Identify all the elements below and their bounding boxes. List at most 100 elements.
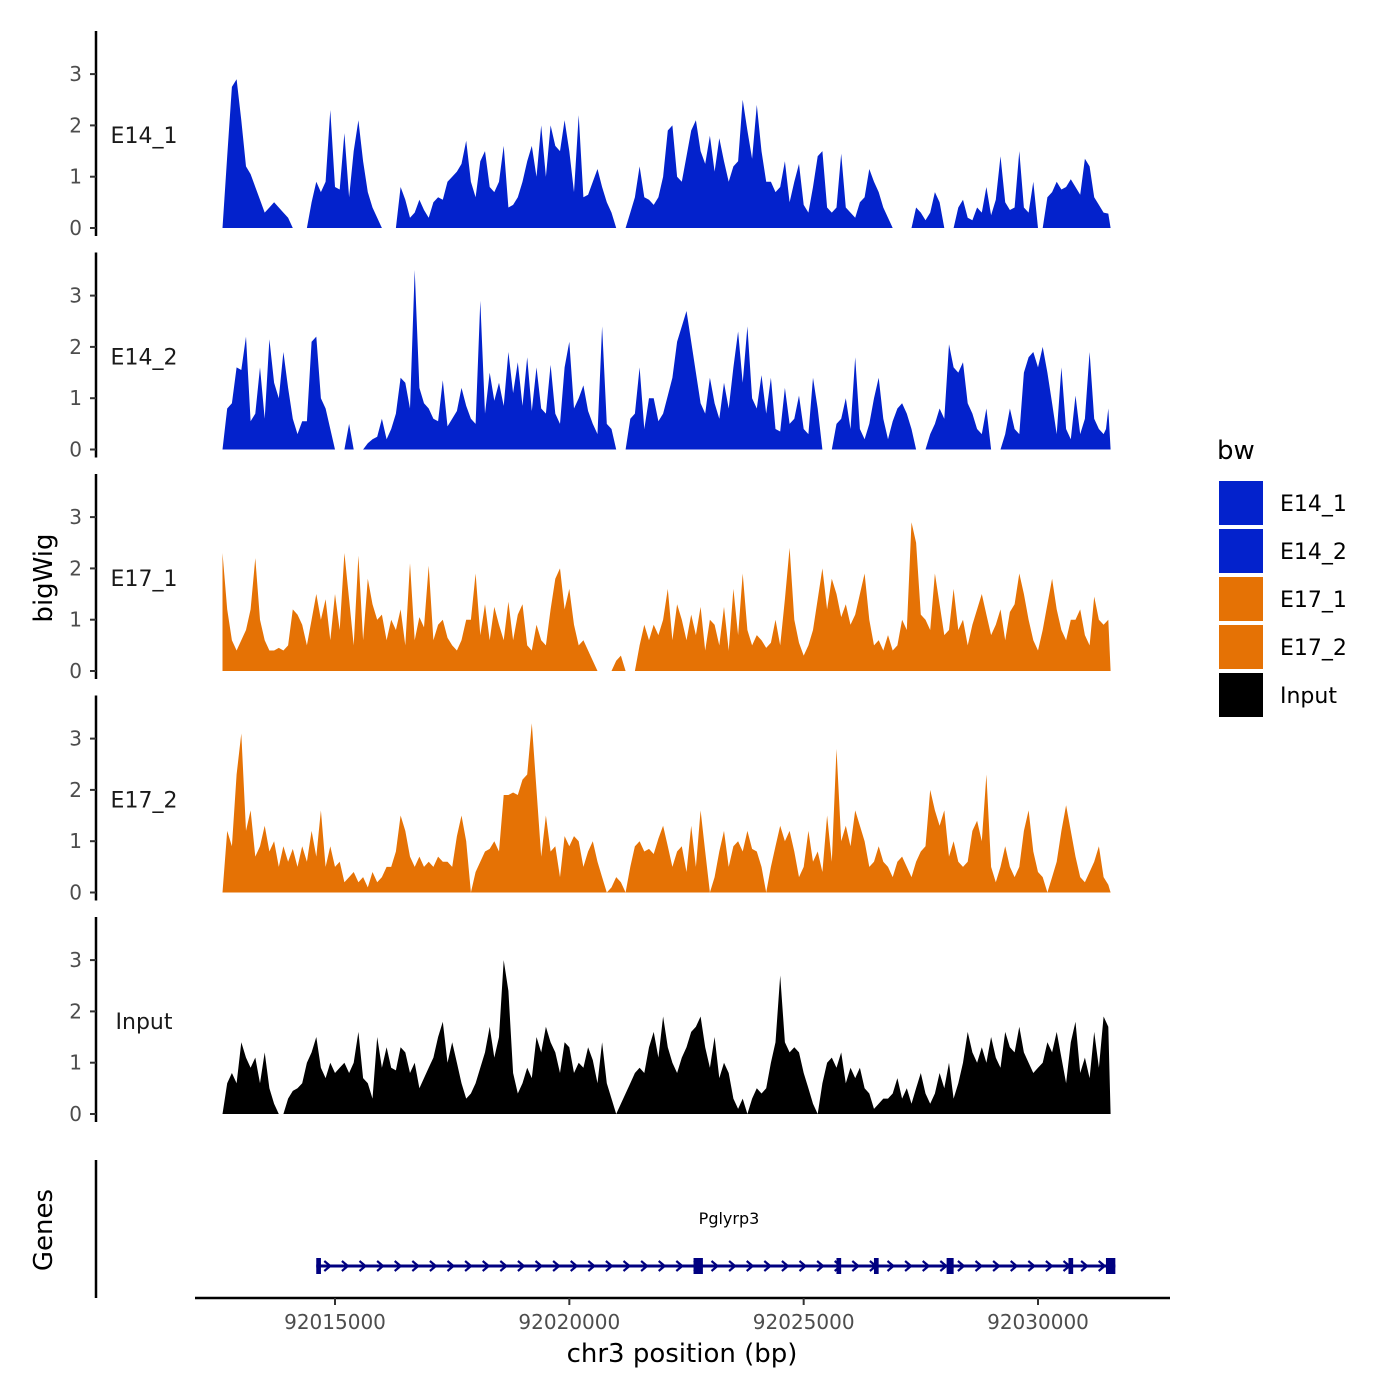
y-tick-label: 1: [69, 608, 82, 632]
gene-model: [316, 1258, 1116, 1274]
track-E14_1: 0 1 2 3 E14_1: [69, 31, 1111, 240]
y-tick-label: 0: [69, 1102, 82, 1126]
strand-arrow: [974, 1260, 984, 1272]
y-tick-label: 1: [69, 829, 82, 853]
legend-key-E17_1: [1219, 577, 1263, 621]
legend-key-E14_1: [1219, 481, 1263, 525]
strand-arrow: [605, 1260, 614, 1272]
strand-arrow: [957, 1260, 966, 1272]
genes-panel: Genes Pglyrp3: [29, 1160, 1116, 1298]
strand-arrow: [464, 1260, 473, 1272]
gene-exon: [1068, 1258, 1074, 1274]
legend-label-E17_1: E17_1: [1280, 588, 1347, 613]
gene-name-label: Pglyrp3: [699, 1209, 760, 1228]
strand-arrow: [411, 1260, 421, 1272]
y-tick-label: 0: [69, 438, 82, 462]
strand-arrow: [358, 1260, 368, 1272]
coverage-area-E17_2: [222, 723, 1111, 893]
strand-arrow: [763, 1260, 773, 1272]
strand-arrow: [446, 1260, 456, 1272]
strand-arrow: [517, 1260, 526, 1272]
strand-arrow: [992, 1260, 1001, 1272]
track-E17_2: 0 1 2 3 E17_2: [69, 695, 1111, 905]
coverage-area-Input: [222, 960, 1111, 1114]
gene-exon: [873, 1258, 879, 1274]
strand-arrow: [534, 1260, 544, 1272]
gene-exon: [316, 1258, 321, 1274]
strand-arrow: [657, 1260, 667, 1272]
strand-arrow: [499, 1260, 509, 1272]
y-tick-label: 1: [69, 386, 82, 410]
strand-arrow: [1009, 1260, 1019, 1272]
legend-label-E17_2: E17_2: [1280, 636, 1347, 661]
x-tick-label: 92030000: [987, 1310, 1089, 1334]
y-tick-label: 2: [69, 556, 82, 580]
legend-label-E14_1: E14_1: [1280, 492, 1347, 517]
strand-arrow: [376, 1260, 385, 1272]
strand-arrow: [921, 1260, 931, 1272]
strand-arrow: [710, 1260, 720, 1272]
strand-arrow: [481, 1260, 491, 1272]
y-tick-label: 2: [69, 778, 82, 802]
legend-label-Input: Input: [1280, 684, 1337, 709]
strand-arrow: [323, 1260, 333, 1272]
track-Input: 0 1 2 3 Input: [69, 917, 1111, 1126]
legend-label-E14_2: E14_2: [1280, 540, 1347, 565]
strand-arrow: [1080, 1260, 1089, 1272]
coverage-tracks: 0 1 2 3 E14_1 0 1 2 3 E14_2 0 1 2 3 E17_1 0 1 2 3 E17_2 0 1 2 3…: [69, 31, 1111, 1126]
y-tick-label: 3: [69, 62, 82, 86]
strand-arrow: [393, 1260, 403, 1272]
track-E17_1: 0 1 2 3 E17_1: [69, 474, 1111, 683]
strand-arrow: [781, 1260, 790, 1272]
strand-arrow: [1045, 1260, 1054, 1272]
x-tick-label: 92015000: [284, 1310, 386, 1334]
track-E14_2: 0 1 2 3 E14_2: [69, 252, 1111, 462]
strand-arrow: [728, 1260, 737, 1272]
strand-arrow: [587, 1260, 597, 1272]
strand-arrow: [1097, 1260, 1107, 1272]
y-tick-label: 2: [69, 335, 82, 359]
track-label-Input: Input: [116, 1010, 173, 1035]
track-label-E17_2: E17_2: [111, 789, 178, 814]
gene-exon: [946, 1258, 954, 1274]
legend-key-E17_2: [1219, 625, 1263, 669]
y-tick-label: 0: [69, 216, 82, 240]
strand-arrow: [1027, 1260, 1037, 1272]
y-tick-label: 1: [69, 1051, 82, 1075]
coverage-area-E17_1: [222, 522, 1111, 671]
x-tick-label: 92020000: [518, 1310, 620, 1334]
strand-arrow: [798, 1260, 808, 1272]
y-tick-label: 0: [69, 881, 82, 905]
strand-arrow: [429, 1260, 438, 1272]
gene-exon: [693, 1258, 703, 1274]
strand-arrow: [569, 1260, 579, 1272]
y-tick-label: 3: [69, 284, 82, 308]
strand-arrow: [816, 1260, 825, 1272]
strand-arrow: [904, 1260, 913, 1272]
gene-exon: [836, 1258, 842, 1274]
track-label-E17_1: E17_1: [111, 567, 178, 592]
strand-arrow: [640, 1260, 649, 1272]
coverage-area-E14_1: [222, 79, 1111, 228]
track-label-E14_1: E14_1: [111, 124, 178, 149]
legend-title: bw: [1217, 436, 1255, 466]
strand-arrow: [886, 1260, 896, 1272]
genes-panel-label: Genes: [29, 1189, 59, 1271]
legend: bw E14_1 E14_2 E17_1 E17_2 Input: [1217, 436, 1347, 717]
x-tick-label: 92025000: [753, 1310, 855, 1334]
y-axis-title: bigWig: [29, 533, 59, 622]
strand-arrow: [939, 1260, 949, 1272]
legend-key-Input: [1219, 673, 1263, 717]
y-tick-label: 3: [69, 948, 82, 972]
strand-arrow: [851, 1260, 861, 1272]
y-tick-label: 2: [69, 999, 82, 1023]
y-tick-label: 1: [69, 165, 82, 189]
y-tick-label: 3: [69, 727, 82, 751]
strand-arrow: [552, 1260, 561, 1272]
strand-arrow: [675, 1260, 685, 1272]
gene-exon: [1105, 1258, 1116, 1274]
coverage-area-E14_2: [222, 270, 1111, 450]
x-axis: 92015000 92020000 92025000 92030000: [195, 1296, 1170, 1334]
strand-arrow: [622, 1260, 632, 1272]
